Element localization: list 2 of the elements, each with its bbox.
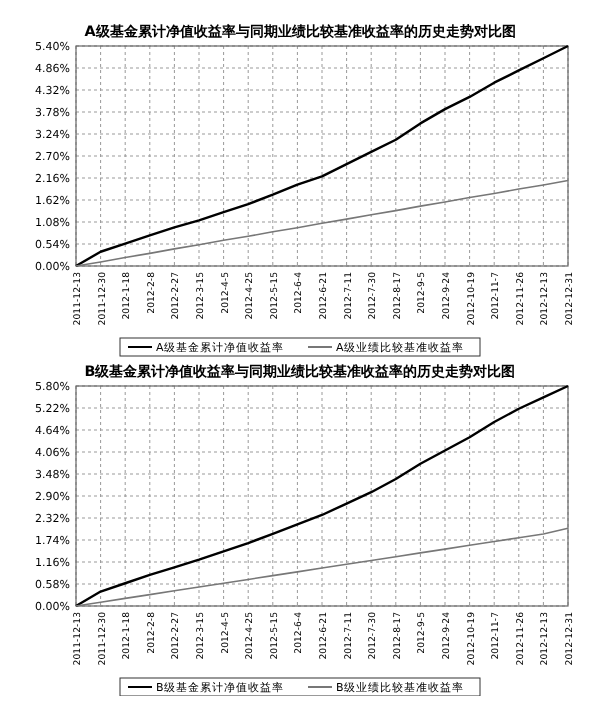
line-series [74, 384, 570, 608]
line-series [74, 44, 570, 268]
